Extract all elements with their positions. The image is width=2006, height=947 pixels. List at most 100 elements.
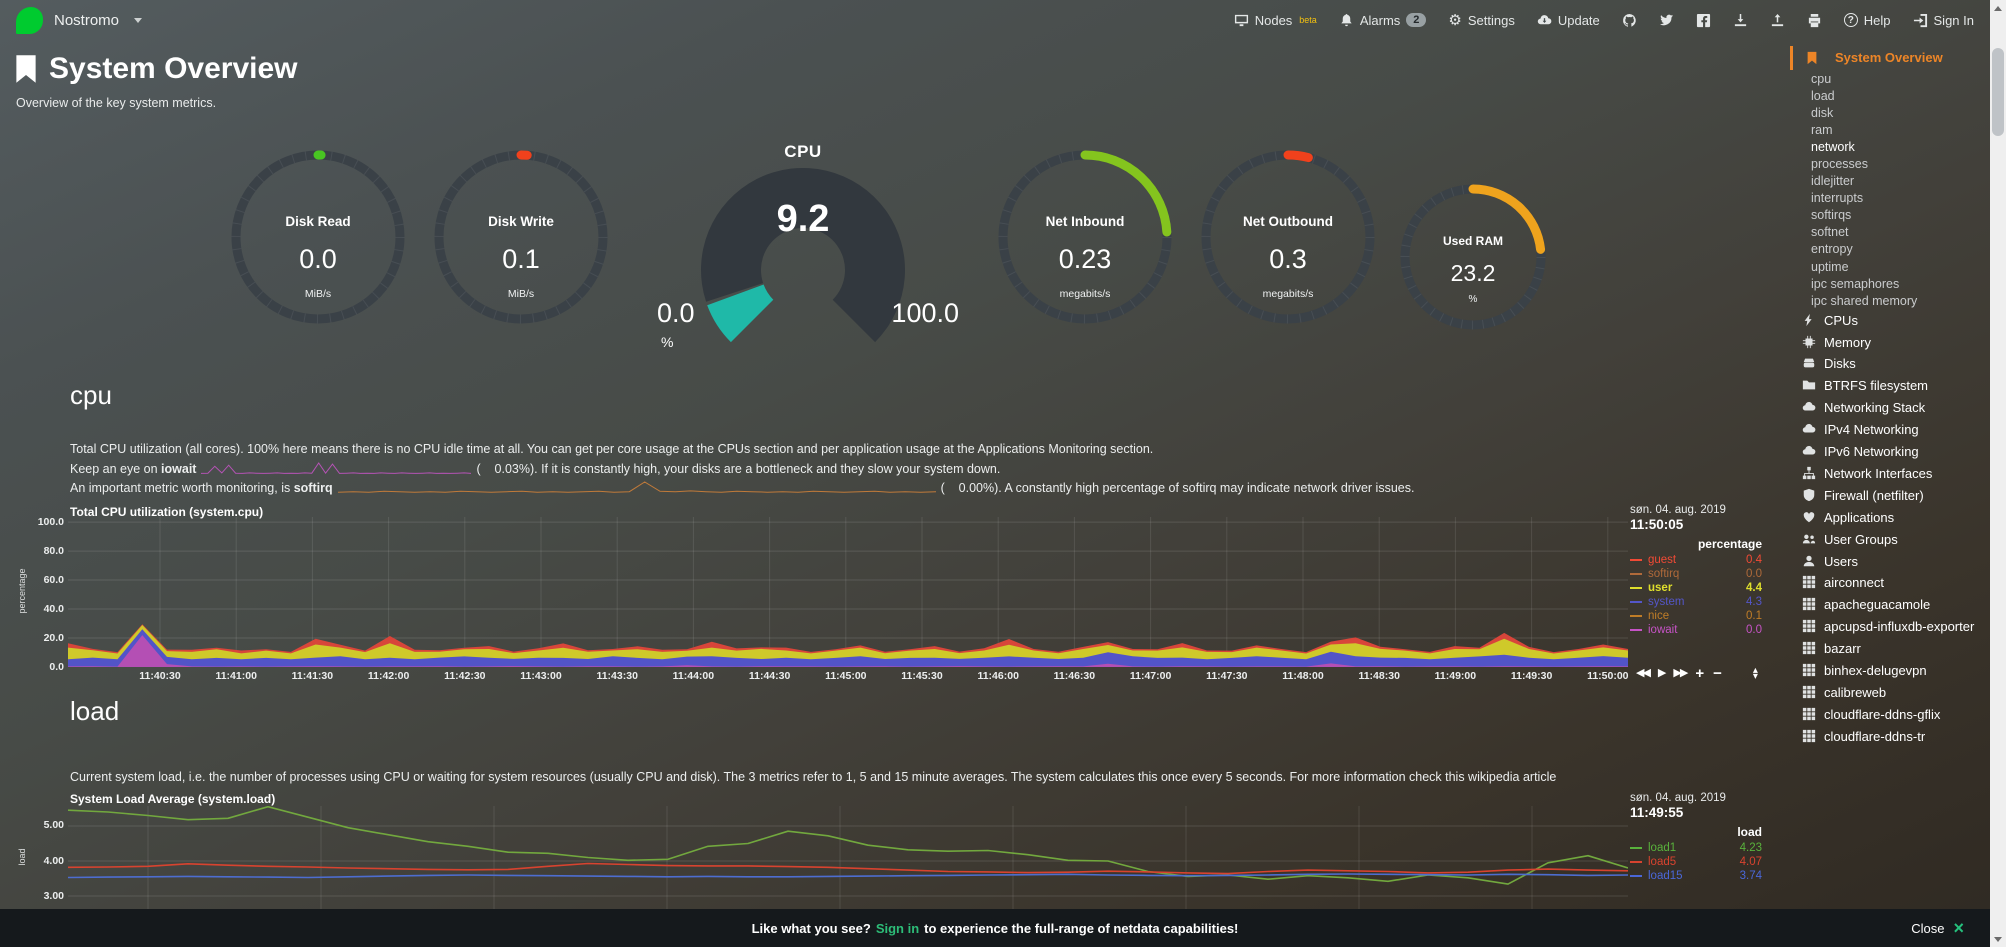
scrollbar-thumb[interactable] xyxy=(1992,48,2004,136)
banner-signin-link[interactable]: Sign in xyxy=(875,920,920,936)
cpu-chart-plot[interactable] xyxy=(68,517,1628,667)
page-scrollbar[interactable] xyxy=(1990,0,2006,947)
load-chart-legend[interactable]: søn. 04. aug. 2019 11:49:55 load load1 4.… xyxy=(1630,792,1762,883)
softirq-term: softirq xyxy=(293,481,333,495)
gauge-units: MiB/s xyxy=(507,288,535,300)
toolbox-zoom-out-button[interactable]: − xyxy=(1713,665,1722,682)
github-icon xyxy=(1622,13,1636,27)
sidebar-item-load[interactable]: load xyxy=(1790,87,1990,104)
sidebar-item-memory[interactable]: Memory xyxy=(1790,331,1990,353)
sidebar-item-applications[interactable]: Applications xyxy=(1790,506,1990,528)
gauge-cpu[interactable]: CPU 9.2 0.0 100.0 % xyxy=(643,142,963,357)
sidebar-item-bazarr[interactable]: bazarr xyxy=(1790,638,1990,660)
sidebar-item-cpu[interactable]: cpu xyxy=(1790,70,1990,87)
section-heading-cpu: cpu xyxy=(70,380,112,410)
sidebar-item-ipc-shared-memory[interactable]: ipc shared memory xyxy=(1790,292,1990,309)
sidebar-item-cpus[interactable]: CPUs xyxy=(1790,309,1990,331)
toolbox-zoom-in-button[interactable]: + xyxy=(1695,665,1705,682)
gauge-net-inbound[interactable]: Net Inbound 0.23 megabits/s xyxy=(996,148,1174,326)
sidebar-item-users[interactable]: Users xyxy=(1790,550,1990,572)
settings-button[interactable]: ⚙ Settings xyxy=(1448,13,1514,28)
legend-item-system[interactable]: system 4.3 xyxy=(1630,595,1762,609)
load-chart-plot[interactable] xyxy=(68,806,1628,909)
legend-item-load15[interactable]: load15 3.74 xyxy=(1630,869,1762,883)
grid-icon xyxy=(1802,576,1816,589)
update-button[interactable]: Update xyxy=(1537,13,1600,28)
nodes-button[interactable]: Nodes beta xyxy=(1234,13,1317,28)
cpu-gauge-max: 100.0 xyxy=(891,298,959,328)
sidebar-item-system-overview[interactable]: System Overview xyxy=(1790,46,1990,70)
print-button[interactable] xyxy=(1807,13,1822,28)
sidebar-item-ipv4-networking[interactable]: IPv4 Networking xyxy=(1790,419,1990,441)
section-heading-load: load xyxy=(70,696,120,726)
sidebar-item-softirqs[interactable]: softirqs xyxy=(1790,207,1990,224)
facebook-button[interactable] xyxy=(1696,13,1711,28)
sidebar-item-disk[interactable]: disk xyxy=(1790,104,1990,121)
sidebar-item-processes[interactable]: processes xyxy=(1790,155,1990,172)
legend-item-iowait[interactable]: iowait 0.0 xyxy=(1630,623,1762,637)
signin-button[interactable]: Sign In xyxy=(1913,13,1974,28)
sidebar-item-disks[interactable]: Disks xyxy=(1790,353,1990,375)
scrollbar-down-button[interactable] xyxy=(1990,931,2006,947)
export-snapshot-button[interactable] xyxy=(1733,13,1748,28)
sidebar-item-interrupts[interactable]: interrupts xyxy=(1790,190,1990,207)
gauge-units: % xyxy=(1468,294,1478,305)
gauge-disk-write[interactable]: Disk Write 0.1 MiB/s xyxy=(432,148,610,326)
sidebar-item-cloudflare-ddns-tr[interactable]: cloudflare-ddns-tr xyxy=(1790,725,1990,747)
legend-item-load1[interactable]: load1 4.23 xyxy=(1630,841,1762,855)
import-snapshot-button[interactable] xyxy=(1770,13,1785,28)
sidebar-item-label: cloudflare-ddns-gflix xyxy=(1824,706,1941,722)
navbar-menu: Nodes beta Alarms 2 ⚙ Settings Update xyxy=(1234,13,1974,28)
iowait-term: iowait xyxy=(161,462,197,476)
toolbox-forward-button[interactable]: ▶▶ xyxy=(1673,667,1688,679)
twitter-button[interactable] xyxy=(1659,13,1674,28)
close-icon[interactable]: × xyxy=(1953,917,1964,938)
sidebar-item-networking-stack[interactable]: Networking Stack xyxy=(1790,397,1990,419)
gauge-disk-read[interactable]: Disk Read 0.0 MiB/s xyxy=(229,148,407,326)
sidebar-item-apacheguacamole[interactable]: apacheguacamole xyxy=(1790,594,1990,616)
sidebar-item-ipv6-networking[interactable]: IPv6 Networking xyxy=(1790,441,1990,463)
sidebar-item-softnet[interactable]: softnet xyxy=(1790,224,1990,241)
toolbox-play-button[interactable]: ▶ xyxy=(1657,667,1667,679)
sidebar-item-entropy[interactable]: entropy xyxy=(1790,241,1990,258)
legend-value: 4.4 xyxy=(1746,582,1762,594)
scrollbar-up-button[interactable] xyxy=(1990,0,2006,16)
cpu-description-3: An important metric worth monitoring, is… xyxy=(70,480,1414,495)
gauge-net-outbound[interactable]: Net Outbound 0.3 megabits/s xyxy=(1199,148,1377,326)
sidebar-item-cloudflare-ddns-gflix[interactable]: cloudflare-ddns-gflix xyxy=(1790,703,1990,725)
legend-item-load5[interactable]: load5 4.07 xyxy=(1630,855,1762,869)
legend-item-nice[interactable]: nice 0.1 xyxy=(1630,609,1762,623)
sidebar-item-apcupsd-influxdb-exporter[interactable]: apcupsd-influxdb-exporter xyxy=(1790,616,1990,638)
sidebar-item-label: processes xyxy=(1811,156,1868,171)
sidebar-item-firewall-netfilter[interactable]: Firewall (netfilter) xyxy=(1790,484,1990,506)
toolbox-resize-handle[interactable]: ▴ ▾ xyxy=(1753,666,1758,681)
legend-item-guest[interactable]: guest 0.4 xyxy=(1630,553,1762,567)
sidebar-item-label: ram xyxy=(1811,122,1833,137)
gauge-label: Net Inbound xyxy=(1045,214,1125,229)
sidebar-item-ipc-semaphores[interactable]: ipc semaphores xyxy=(1790,275,1990,292)
sidebar-item-ram[interactable]: ram xyxy=(1790,121,1990,138)
cpu-chart-legend[interactable]: søn. 04. aug. 2019 11:50:05 percentage g… xyxy=(1630,504,1762,637)
sidebar-item-binhex-delugevpn[interactable]: binhex-delugevpn xyxy=(1790,660,1990,682)
help-button[interactable]: ? Help xyxy=(1843,13,1891,28)
sidebar-item-uptime[interactable]: uptime xyxy=(1790,258,1990,275)
sidebar-item-user-groups[interactable]: User Groups xyxy=(1790,528,1990,550)
legend-item-softirq[interactable]: softirq 0.0 xyxy=(1630,567,1762,581)
sidebar-item-label: Networking Stack xyxy=(1824,400,1926,416)
legend-item-user[interactable]: user 4.4 xyxy=(1630,581,1762,595)
hostname-menu[interactable]: Nostromo xyxy=(16,6,143,34)
sidebar-item-btrfs-filesystem[interactable]: BTRFS filesystem xyxy=(1790,375,1990,397)
github-button[interactable] xyxy=(1622,13,1637,28)
sidebar-item-airconnect[interactable]: airconnect xyxy=(1790,572,1990,594)
sidebar-item-network-interfaces[interactable]: Network Interfaces xyxy=(1790,463,1990,485)
sidebar-item-idlejitter[interactable]: idlejitter xyxy=(1790,173,1990,190)
cloud-icon xyxy=(1802,424,1816,433)
sidebar-item-network[interactable]: network xyxy=(1790,138,1990,155)
toolbox-rewind-button[interactable]: ◀◀ xyxy=(1636,667,1651,679)
gauge-used-ram[interactable]: Used RAM 23.2 % xyxy=(1398,182,1548,332)
banner-text: to experience the full-range of netdata … xyxy=(924,920,1239,936)
cpu-chart-title: Total CPU utilization (system.cpu) xyxy=(70,505,264,519)
sidebar-item-calibreweb[interactable]: calibreweb xyxy=(1790,681,1990,703)
y-tick: 0.0 xyxy=(49,660,64,673)
alarms-button[interactable]: Alarms 2 xyxy=(1339,13,1427,28)
